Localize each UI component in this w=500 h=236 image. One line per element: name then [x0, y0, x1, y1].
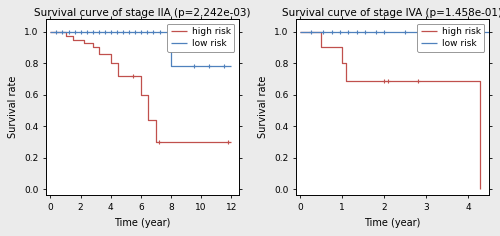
- high risk: [318, 30, 324, 33]
- high risk: [116, 62, 121, 65]
- high risk: [476, 79, 482, 82]
- high risk: [153, 140, 159, 143]
- high risk: [116, 74, 121, 77]
- Line: high risk: high risk: [50, 32, 232, 142]
- low risk: [297, 30, 303, 33]
- Line: high risk: high risk: [300, 32, 480, 189]
- high risk: [343, 62, 349, 65]
- low risk: [486, 30, 492, 33]
- high risk: [138, 74, 144, 77]
- high risk: [100, 52, 106, 55]
- low risk: [168, 30, 174, 33]
- high risk: [126, 74, 132, 77]
- high risk: [80, 38, 86, 41]
- high risk: [146, 93, 152, 96]
- low risk: [165, 30, 171, 33]
- high risk: [478, 188, 484, 191]
- low risk: [48, 30, 54, 33]
- high risk: [478, 79, 484, 82]
- X-axis label: Time (year): Time (year): [364, 218, 420, 228]
- high risk: [90, 46, 96, 49]
- X-axis label: Time (year): Time (year): [114, 218, 170, 228]
- high risk: [146, 118, 152, 121]
- Y-axis label: Survival rate: Survival rate: [258, 76, 268, 139]
- high risk: [70, 38, 76, 41]
- high risk: [96, 46, 102, 49]
- high risk: [90, 41, 96, 44]
- Legend: high risk, low risk: high risk, low risk: [418, 24, 484, 51]
- high risk: [339, 46, 345, 49]
- high risk: [316, 30, 322, 33]
- high risk: [476, 79, 482, 82]
- high risk: [318, 46, 324, 49]
- high risk: [62, 35, 68, 38]
- high risk: [297, 30, 303, 33]
- Line: low risk: low risk: [50, 32, 232, 66]
- Legend: high risk, low risk: high risk, low risk: [168, 24, 234, 51]
- low risk: [228, 65, 234, 68]
- high risk: [62, 30, 68, 33]
- Y-axis label: Survival rate: Survival rate: [8, 76, 18, 139]
- Title: Survival curve of stage IIA (p=2.242e-03): Survival curve of stage IIA (p=2.242e-03…: [34, 8, 250, 18]
- high risk: [343, 79, 349, 82]
- low risk: [168, 65, 174, 68]
- high risk: [108, 52, 114, 55]
- high risk: [80, 41, 86, 44]
- high risk: [100, 52, 106, 55]
- Title: Survival curve of stage IVA (p=1.458e-01): Survival curve of stage IVA (p=1.458e-01…: [282, 8, 500, 18]
- high risk: [316, 30, 322, 33]
- high risk: [228, 140, 234, 143]
- high risk: [96, 52, 102, 55]
- low risk: [486, 30, 492, 33]
- low risk: [165, 30, 171, 33]
- low risk: [228, 65, 234, 68]
- high risk: [108, 62, 114, 65]
- high risk: [70, 35, 76, 38]
- high risk: [228, 140, 234, 143]
- high risk: [153, 118, 159, 121]
- high risk: [126, 74, 132, 77]
- high risk: [138, 93, 144, 96]
- high risk: [339, 62, 345, 65]
- high risk: [48, 30, 54, 33]
